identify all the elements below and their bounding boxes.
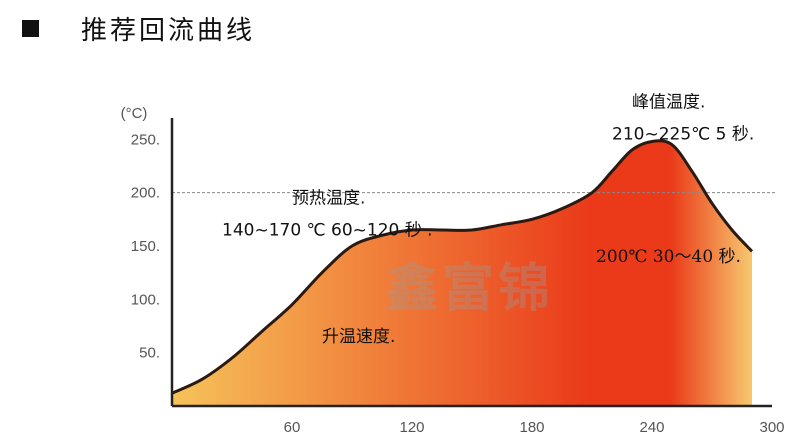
x-tick-label: 60 <box>284 419 301 436</box>
y-tick-label: 150. <box>131 238 160 255</box>
y-tick-label: 100. <box>131 291 160 308</box>
y-tick-label: 250. <box>131 131 160 148</box>
y-tick-label: 200. <box>131 185 160 202</box>
watermark-text: 鑫富锦 <box>386 259 554 319</box>
annotation-peak-title: 峰值温度. <box>632 92 705 112</box>
x-tick-label: 120 <box>399 419 424 436</box>
annotation-peak-detail: 210~225℃ 5 秒. <box>612 124 754 144</box>
page-title: 推荐回流曲线 <box>81 15 256 46</box>
annotation-preheat-title: 预热温度. <box>292 188 365 208</box>
x-tick-label: 300 <box>759 419 784 436</box>
x-tick-label: 180 <box>519 419 544 436</box>
annotation-ramp: 升温速度. <box>322 327 395 347</box>
x-tick-label: 240 <box>639 419 664 436</box>
curve-area-fill <box>172 140 752 406</box>
y-tick-label: 50. <box>139 345 160 362</box>
y-axis-unit: (°C) <box>121 105 148 122</box>
x-tick-labels: 60 120 180 240 300 <box>284 419 785 436</box>
annotation-preheat-detail: 140~170 ℃ 60~120 秒 . <box>222 220 433 240</box>
temperature-curve <box>171 139 754 395</box>
heading: 推荐回流曲线 <box>22 8 255 48</box>
annotations: 预热温度. 140~170 ℃ 60~120 秒 . 升温速度. 峰值温度. 210~2… <box>222 92 754 347</box>
y-tick-labels: 50. 100. 150. 200. 250. <box>131 131 160 361</box>
annotation-above-200: 200℃ 30～40 秒. <box>596 247 741 267</box>
square-bullet-icon <box>22 19 39 37</box>
